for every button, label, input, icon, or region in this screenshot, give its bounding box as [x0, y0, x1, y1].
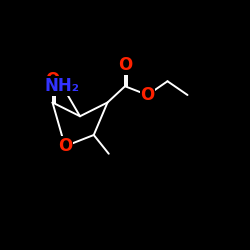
Text: O: O [118, 56, 132, 74]
Text: NH₂: NH₂ [45, 77, 80, 95]
Text: O: O [140, 86, 154, 104]
Text: O: O [58, 137, 72, 155]
Text: O: O [46, 71, 60, 89]
